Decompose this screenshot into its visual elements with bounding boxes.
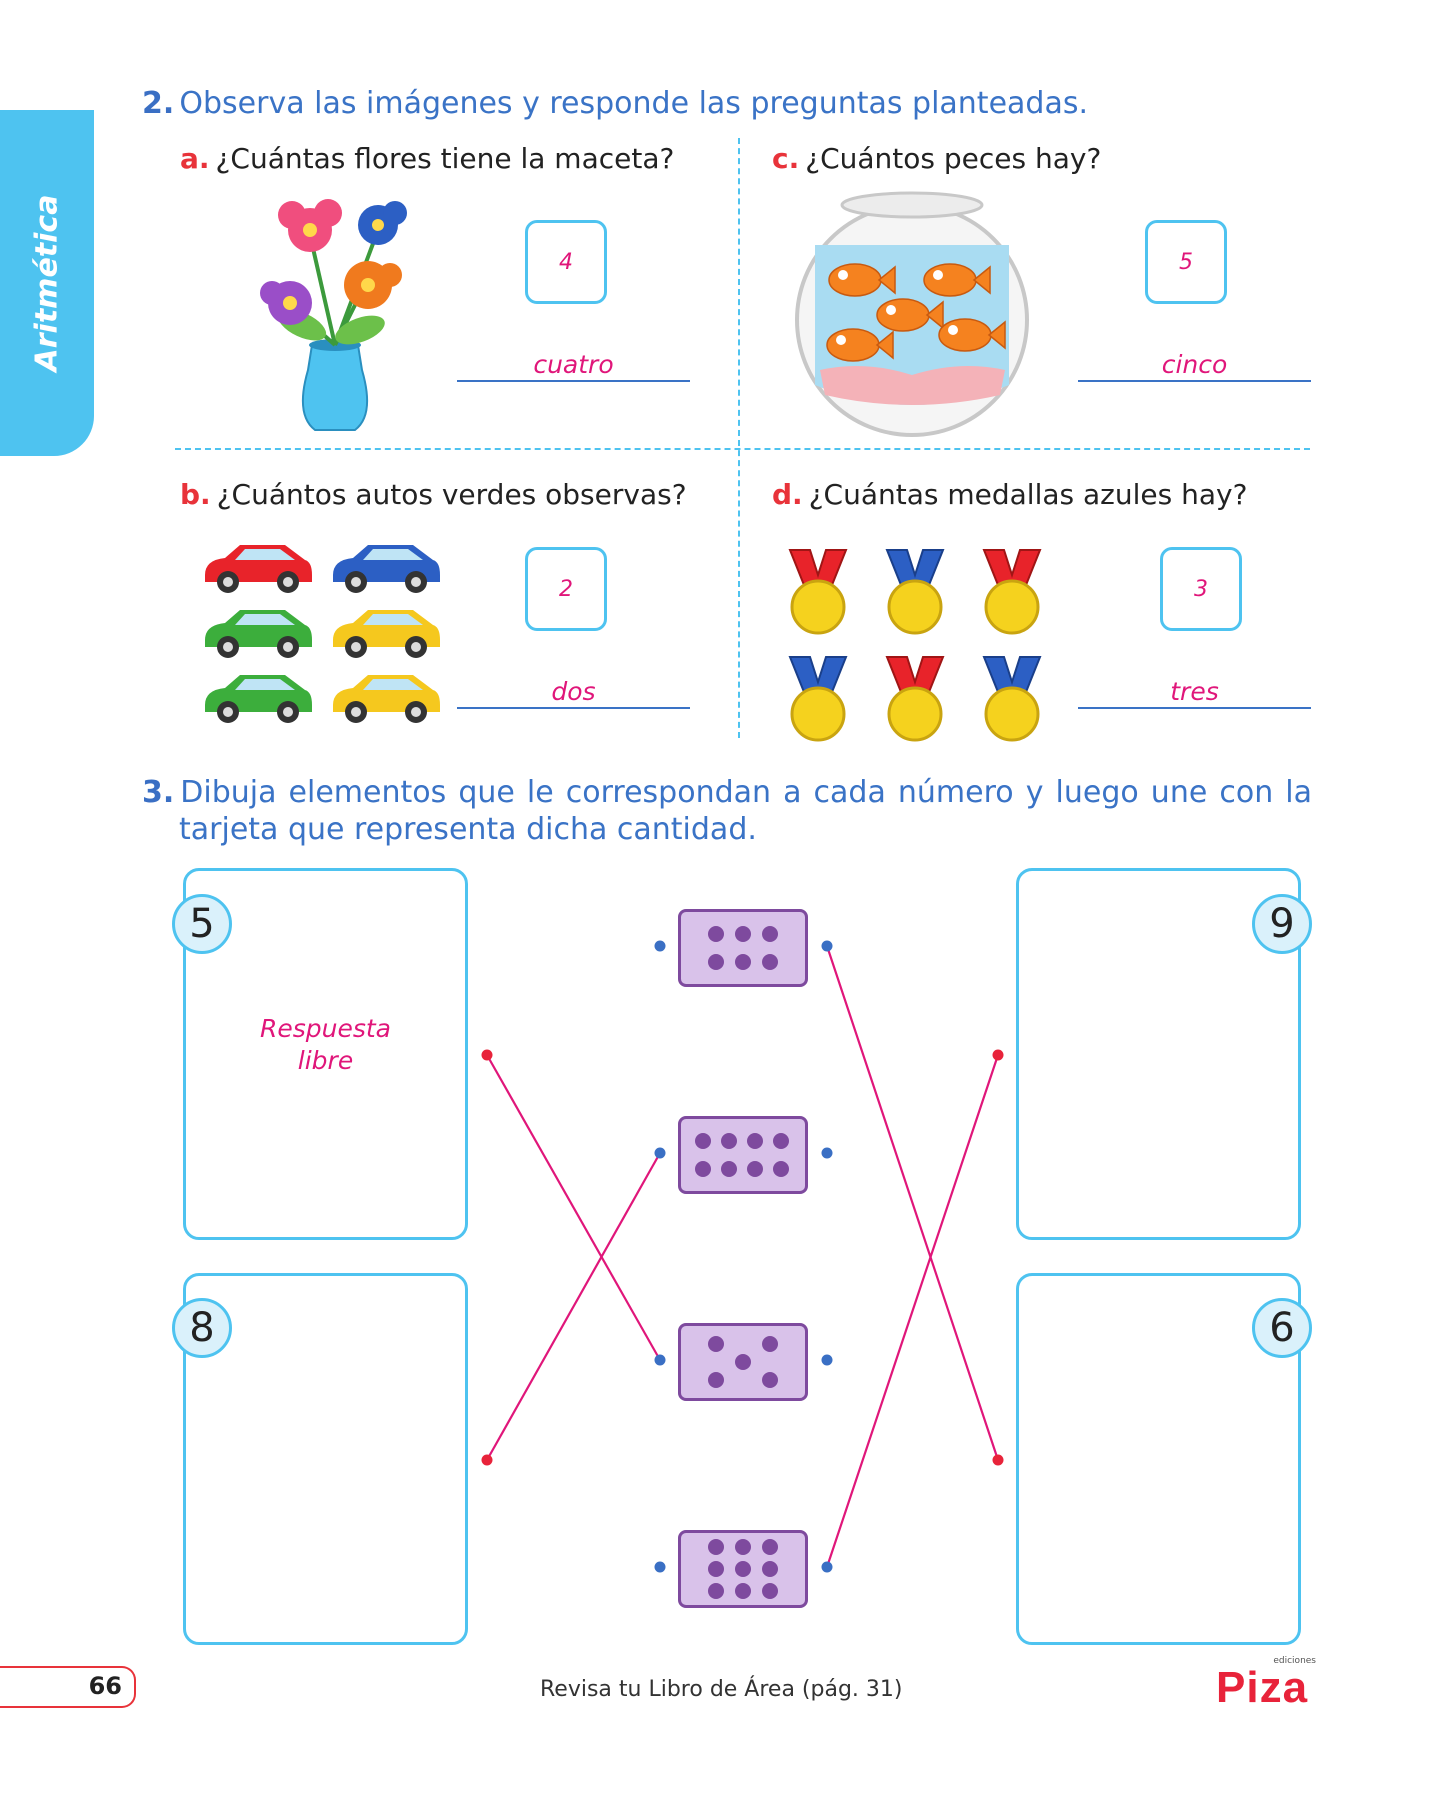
dot-card-5[interactable]: [678, 1323, 808, 1401]
number-circle-8: 8: [172, 1298, 232, 1358]
section-3-instruction-line2: tarjeta que representa dicha cantidad.: [179, 812, 757, 847]
cars-illustration: [205, 545, 440, 723]
section-2-instruction: Observa las imágenes y responde las preg…: [179, 86, 1089, 121]
car-yellow-1: [333, 610, 440, 658]
free-answer-text: Respuesta libre: [259, 1014, 392, 1075]
section-2-number: 2.: [142, 86, 175, 121]
line-card9-to-9: [825, 1054, 1000, 1568]
answer-line-b[interactable]: dos: [457, 677, 690, 709]
line-card6-to-6: [825, 945, 1000, 1461]
car-red: [205, 545, 312, 593]
brand-name: Piza: [1216, 1663, 1309, 1712]
question-a-letter: a.: [180, 142, 210, 175]
question-b-text: ¿Cuántos autos verdes observas?: [216, 478, 687, 511]
car-yellow-2: [333, 675, 440, 723]
flower-vase-illustration: [260, 199, 407, 431]
brand-small: ediciones: [1273, 1656, 1316, 1666]
number-circle-5: 5: [172, 894, 232, 954]
question-b-letter: b.: [180, 478, 211, 511]
answer-box-b[interactable]: 2: [525, 547, 607, 631]
line-5-to-card5: [486, 1054, 661, 1361]
dot-right-9: [992, 1049, 1004, 1061]
question-a-text: ¿Cuántas flores tiene la maceta?: [215, 142, 675, 175]
line-8-to-card8: [486, 1152, 661, 1461]
section-3-number: 3.: [142, 775, 175, 810]
question-a: a. ¿Cuántas flores tiene la maceta?: [180, 142, 674, 175]
fishbowl-illustration: [795, 191, 1029, 437]
medal-red: [982, 549, 1042, 635]
number-circle-9: 9: [1252, 894, 1312, 954]
question-d-text: ¿Cuántas medallas azules hay?: [808, 478, 1248, 511]
horizontal-divider: [175, 448, 1310, 450]
answer-box-c[interactable]: 5: [1145, 220, 1227, 304]
question-c-text: ¿Cuántos peces hay?: [805, 142, 1102, 175]
question-c-letter: c.: [772, 142, 800, 175]
dot-right-6: [992, 1454, 1004, 1466]
book-reference: Revisa tu Libro de Área (pág. 31): [540, 1677, 903, 1702]
page-number-tab: 66: [0, 1666, 136, 1708]
dot-card-8[interactable]: [678, 1116, 808, 1194]
question-b: b. ¿Cuántos autos verdes observas?: [180, 478, 687, 511]
answer-box-a[interactable]: 4: [525, 220, 607, 304]
question-d: d. ¿Cuántas medallas azules hay?: [772, 478, 1247, 511]
medal-red: [885, 656, 945, 742]
dot-card-9[interactable]: [678, 1530, 808, 1608]
medals-illustration: [788, 549, 1042, 742]
section-3-heading: 3. Dibuja elementos que le correspondan …: [142, 775, 1312, 847]
medal-blue: [982, 656, 1042, 742]
car-blue: [333, 545, 440, 593]
medal-red: [788, 549, 848, 635]
dot-card-6[interactable]: [678, 909, 808, 987]
section-3-instruction-line1: Dibuja elementos que le correspondan a c…: [180, 775, 1312, 810]
brand-logo: ediciones Piza: [1216, 1656, 1316, 1710]
medal-blue: [885, 549, 945, 635]
answer-line-d[interactable]: tres: [1078, 677, 1311, 709]
dot-left-5: [481, 1049, 493, 1061]
answer-line-c[interactable]: cinco: [1078, 350, 1311, 382]
page-number: 66: [88, 1672, 122, 1700]
number-circle-6: 6: [1252, 1298, 1312, 1358]
answer-box-d[interactable]: 3: [1160, 547, 1242, 631]
car-green-2: [205, 675, 312, 723]
car-green-1: [205, 610, 312, 658]
dot-left-8: [481, 1454, 493, 1466]
answer-line-a[interactable]: cuatro: [457, 350, 690, 382]
question-d-letter: d.: [772, 478, 803, 511]
vertical-divider: [738, 138, 740, 738]
sidebar-tab: Aritmética: [0, 110, 94, 456]
section-2-heading: 2. Observa las imágenes y responde las p…: [142, 86, 1088, 121]
medal-blue: [788, 656, 848, 742]
question-c: c. ¿Cuántos peces hay?: [772, 142, 1101, 175]
